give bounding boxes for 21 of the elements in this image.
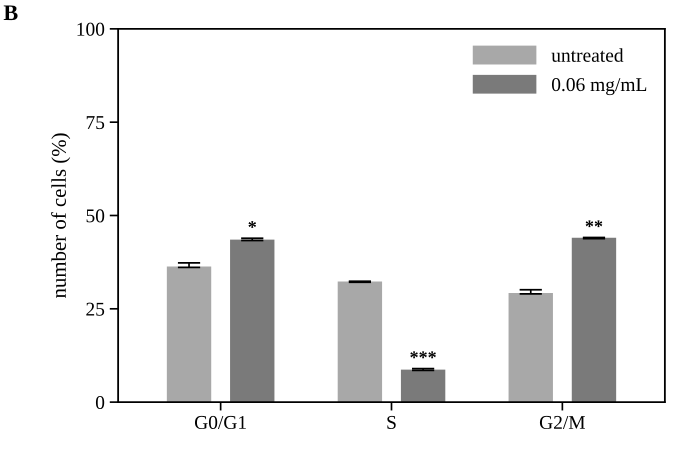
y-tick-label: 50 — [86, 209, 104, 222]
bar — [338, 281, 382, 402]
y-tick-label: 0 — [96, 396, 104, 410]
annotation: * — [248, 221, 256, 228]
bar — [230, 240, 274, 402]
bar — [400, 370, 446, 402]
bar — [508, 293, 553, 402]
x-tick-label: S — [387, 416, 396, 429]
legend-label: untreated — [551, 48, 624, 62]
bar — [572, 238, 616, 402]
x-tick-label: G2/M — [540, 416, 586, 429]
x-tick-label: G0/G1 — [194, 416, 246, 429]
y-axis-title: number of cells (%) — [51, 133, 70, 298]
bar — [166, 266, 212, 402]
y-tick-label: 25 — [86, 302, 104, 316]
y-tick-label: 100 — [77, 22, 104, 36]
legend-label: 0.06 mg/mL — [552, 78, 646, 96]
text: B — [4, 5, 18, 20]
y-tick-label: 75 — [86, 116, 104, 130]
annotation: *** — [410, 351, 436, 358]
annotation: ** — [586, 220, 602, 228]
